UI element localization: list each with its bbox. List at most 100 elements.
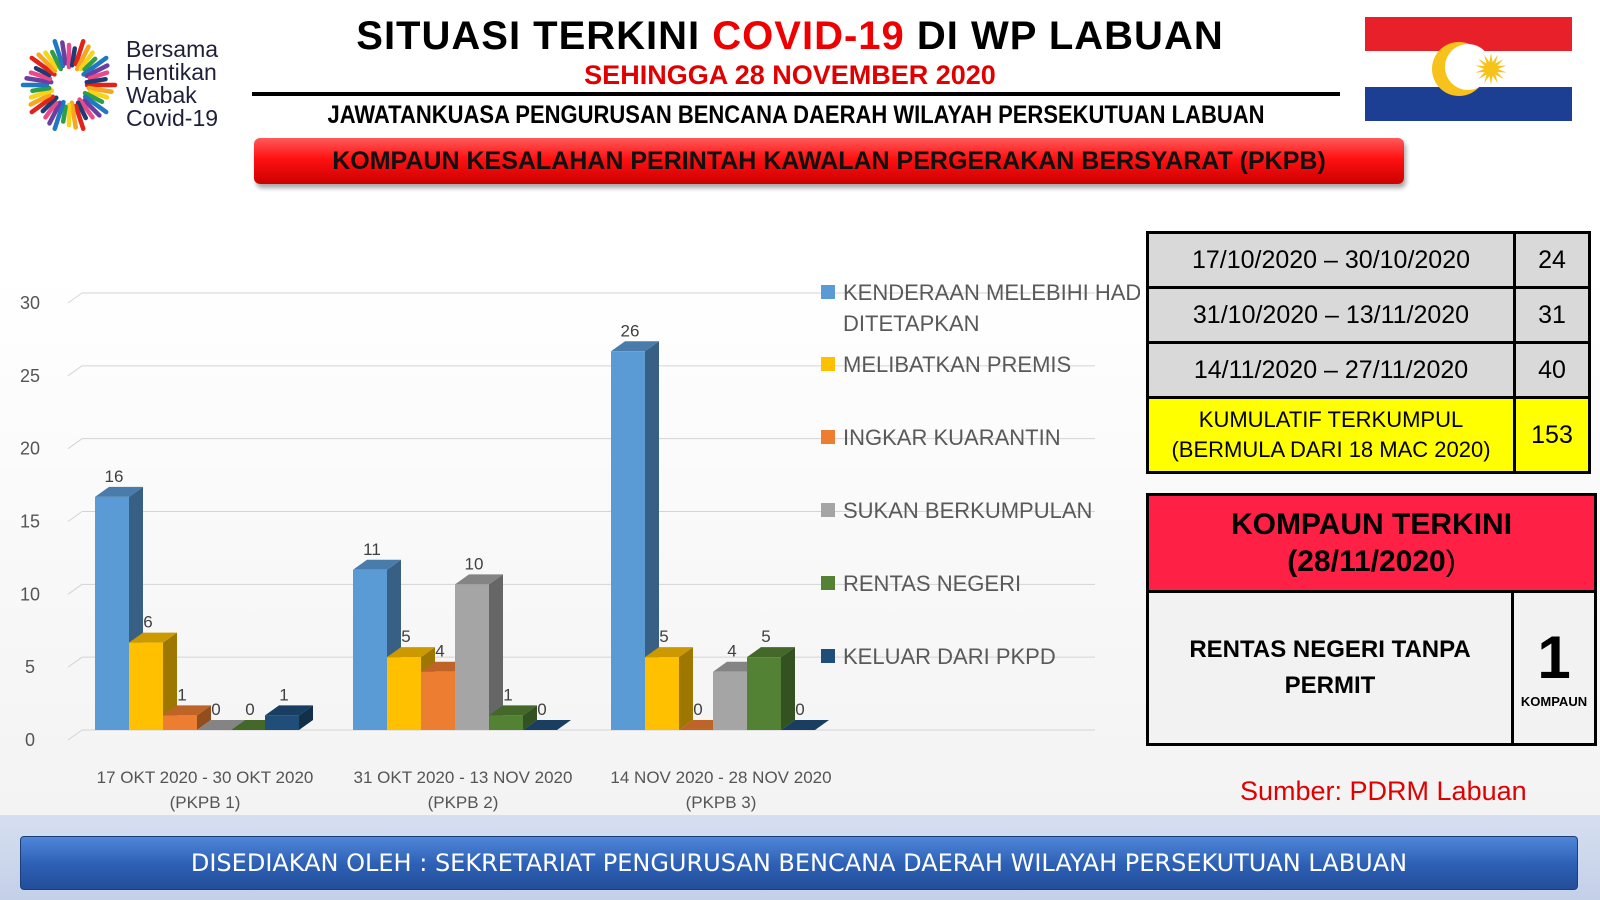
- legend-label: DITETAPKAN: [843, 311, 980, 336]
- legend-swatch: [821, 503, 835, 517]
- chart-legend: KENDERAAN MELEBIHI HAD DITETAPKAN MELIBATK…: [821, 280, 1140, 669]
- data-label: 5: [659, 627, 668, 646]
- y-tick-label: 30: [20, 293, 40, 313]
- latest-count: 1: [1537, 623, 1571, 691]
- category-label: 14 NOV 2020 - 28 NOV 2020: [610, 768, 831, 787]
- legend-label: RENTAS NEGERI: [843, 571, 1021, 596]
- bar: [197, 720, 245, 730]
- period-count: 31: [1513, 286, 1591, 344]
- title-suffix: DI WP LABUAN: [904, 14, 1224, 58]
- logo-line: Wabak: [126, 82, 197, 108]
- data-label: 1: [177, 685, 186, 704]
- period-totals-table: 17/10/2020 – 30/10/2020 24 31/10/2020 – …: [1146, 231, 1591, 474]
- legend-entry: MELIBATKAN PREMIS: [821, 352, 1071, 377]
- data-label: 4: [727, 642, 736, 661]
- table-row: KOMPAUN TERKINI (28/11/2020): [1146, 493, 1597, 593]
- legend-label: INGKAR KUARANTIN: [843, 425, 1061, 450]
- data-label: 26: [621, 321, 640, 340]
- latest-heading: KOMPAUN TERKINI (28/11/2020): [1146, 493, 1597, 593]
- data-label: 10: [465, 554, 484, 573]
- logo-line: Covid-19: [126, 105, 219, 131]
- data-label: 0: [211, 700, 220, 719]
- legend-swatch: [821, 649, 835, 663]
- cumulative-label-line: KUMULATIF TERKUMPUL: [1198, 407, 1464, 432]
- cumulative-row: KUMULATIF TERKUMPUL (BERMULA DARI 18 MAC…: [1146, 396, 1591, 474]
- data-label: 0: [693, 700, 702, 719]
- y-tick-label: 0: [25, 730, 35, 750]
- data-label: 5: [761, 627, 770, 646]
- logo-line: Bersama: [126, 36, 219, 62]
- legend-label: SUKAN BERKUMPULAN: [843, 498, 1092, 523]
- bar: [129, 632, 177, 730]
- data-label: 0: [245, 700, 254, 719]
- latest-compound-table: KOMPAUN TERKINI (28/11/2020) RENTAS NEGE…: [1146, 493, 1597, 746]
- latest-heading-line: (28/11/2020): [1150, 543, 1593, 580]
- bar: [265, 705, 313, 730]
- legend-label: KELUAR DARI PKPD: [843, 644, 1056, 669]
- data-label: 0: [795, 700, 804, 719]
- source-note: Sumber: PDRM Labuan: [1240, 776, 1527, 806]
- table-row: 14/11/2020 – 27/11/2020 40: [1146, 341, 1591, 399]
- bar: [747, 647, 795, 730]
- bar: [645, 647, 693, 730]
- legend-swatch: [821, 430, 835, 444]
- latest-count-cell: 1 KOMPAUN: [1511, 590, 1597, 746]
- bar: [523, 720, 571, 730]
- legend-entry: KENDERAAN MELEBIHI HAD DITETAPKAN: [821, 280, 1140, 336]
- y-tick-label: 20: [20, 439, 40, 459]
- table-row: 17/10/2020 – 30/10/2020 24: [1146, 231, 1591, 289]
- category-label: (PKPB 1): [170, 793, 241, 812]
- latest-unit: KOMPAUN: [1520, 693, 1588, 709]
- legend-entry: KELUAR DARI PKPD: [821, 644, 1056, 669]
- y-tick-label: 10: [20, 584, 40, 604]
- period-count: 40: [1513, 341, 1591, 399]
- bar: [163, 705, 211, 730]
- committee-name: JAWATANKUASA PENGURUSAN BENCANA DAERAH W…: [327, 101, 1265, 129]
- table-row: 31/10/2020 – 13/11/2020 31: [1146, 286, 1591, 344]
- legend-swatch: [821, 285, 835, 299]
- title-highlight: COVID-19: [712, 14, 905, 58]
- bar: [611, 341, 659, 730]
- data-label: 5: [401, 627, 410, 646]
- bar: [489, 705, 537, 730]
- category-label: 17 OKT 2020 - 30 OKT 2020: [97, 768, 314, 787]
- data-label: 0: [537, 700, 546, 719]
- data-label: 11: [363, 540, 381, 559]
- period-range: 14/11/2020 – 27/11/2020: [1146, 341, 1516, 399]
- chart-bars: [95, 341, 829, 730]
- category-label: (PKPB 2): [428, 793, 499, 812]
- latest-heading-paren: ): [1445, 545, 1456, 578]
- legend-label: KENDERAAN MELEBIHI HAD: [843, 280, 1140, 305]
- period-range: 17/10/2020 – 30/10/2020: [1146, 231, 1516, 289]
- section-banner: KOMPAUN KESALAHAN PERINTAH KAWALAN PERGE…: [254, 138, 1404, 184]
- legend-swatch: [821, 357, 835, 371]
- logo-line: Hentikan: [126, 59, 217, 85]
- data-label: 4: [435, 642, 444, 661]
- category-label: 31 OKT 2020 - 13 NOV 2020: [354, 768, 573, 787]
- legend-entry: RENTAS NEGERI: [821, 571, 1021, 596]
- data-label: 1: [279, 685, 288, 704]
- cumulative-count: 153: [1513, 396, 1591, 474]
- y-tick-label: 5: [25, 657, 35, 677]
- y-tick-label: 15: [20, 512, 40, 532]
- legend-entry: INGKAR KUARANTIN: [821, 425, 1061, 450]
- sunburst-logo-icon: [20, 39, 118, 131]
- y-tick-label: 25: [20, 366, 40, 386]
- data-label: 1: [503, 685, 512, 704]
- legend-swatch: [821, 576, 835, 590]
- data-label: 6: [143, 613, 152, 632]
- cumulative-label: KUMULATIF TERKUMPUL (BERMULA DARI 18 MAC…: [1146, 396, 1516, 474]
- bar: [455, 574, 503, 730]
- table-row: RENTAS NEGERI TANPA PERMIT 1 KOMPAUN: [1146, 590, 1597, 746]
- latest-heading-line: KOMPAUN TERKINI: [1230, 508, 1513, 541]
- footer-text: DISEDIAKAN OLEH : SEKRETARIAT PENGURUSAN…: [190, 849, 1408, 877]
- footer-bar: DISEDIAKAN OLEH : SEKRETARIAT PENGURUSAN…: [20, 836, 1578, 890]
- title-prefix: SITUASI TERKINI: [356, 14, 713, 58]
- period-count: 24: [1513, 231, 1591, 289]
- category-label: (PKPB 3): [686, 793, 757, 812]
- legend-label: MELIBATKAN PREMIS: [843, 352, 1071, 377]
- header-divider: [252, 92, 1340, 96]
- section-banner-text: KOMPAUN KESALAHAN PERINTAH KAWALAN PERGE…: [332, 147, 1326, 175]
- data-label: 16: [105, 467, 124, 486]
